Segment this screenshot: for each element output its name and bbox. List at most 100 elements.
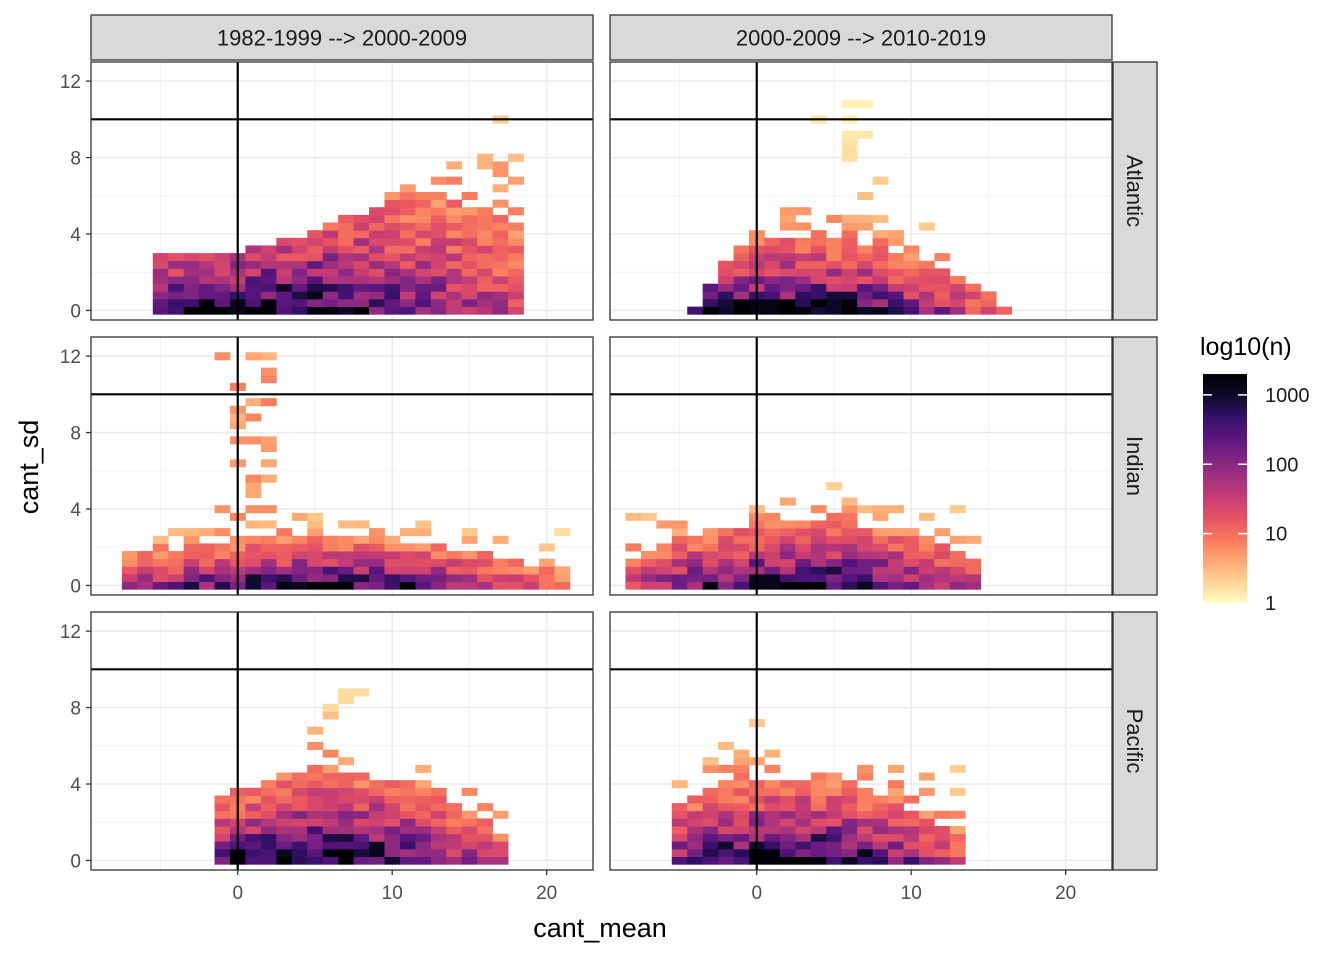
heatmap-tile xyxy=(245,505,262,514)
heatmap-tile xyxy=(764,520,781,529)
heatmap-tile xyxy=(949,764,966,773)
heatmap-tile xyxy=(779,787,796,796)
heatmap-tile xyxy=(492,581,509,590)
x-tick-label: 20 xyxy=(536,883,557,904)
heatmap-tile xyxy=(214,848,231,858)
heatmap-tile xyxy=(260,436,277,445)
heatmap-tile xyxy=(872,841,889,850)
heatmap-tile xyxy=(260,245,277,254)
heatmap-tile xyxy=(671,566,688,575)
heatmap-tile xyxy=(671,780,688,789)
heatmap-tile xyxy=(477,161,493,170)
heatmap-tile xyxy=(872,237,889,246)
heatmap-tile xyxy=(492,841,509,850)
heatmap-tile xyxy=(338,558,354,567)
heatmap-tile xyxy=(276,581,293,590)
heatmap-tile xyxy=(841,214,858,223)
heatmap-tile xyxy=(764,528,781,537)
heatmap-tile xyxy=(415,795,432,804)
heatmap-tile xyxy=(353,283,370,292)
heatmap-tile xyxy=(199,581,215,590)
heatmap-tile xyxy=(779,253,796,262)
heatmap-tile xyxy=(415,276,432,285)
heatmap-tile xyxy=(322,573,339,583)
heatmap-tile xyxy=(492,566,509,575)
heatmap-tile xyxy=(276,551,293,560)
heatmap-tile xyxy=(764,535,781,544)
heatmap-tile xyxy=(872,535,889,544)
heatmap-tile xyxy=(888,260,904,269)
heatmap-tile xyxy=(826,780,843,789)
heatmap-tile xyxy=(399,848,416,858)
heatmap-tile xyxy=(322,772,339,781)
heatmap-tile xyxy=(446,237,463,246)
heatmap-tile xyxy=(152,581,169,590)
heatmap-tile xyxy=(199,298,215,308)
panel-atlantic-col1 xyxy=(90,61,594,321)
heatmap-tile xyxy=(183,566,200,575)
row-strip xyxy=(1112,61,1158,321)
heatmap-tile xyxy=(872,558,889,567)
heatmap-tile xyxy=(795,795,812,804)
heatmap-tile xyxy=(492,810,509,819)
heatmap-tile xyxy=(934,528,951,537)
heatmap-tile xyxy=(810,787,827,796)
heatmap-tile xyxy=(857,535,873,544)
heatmap-tile xyxy=(477,803,493,812)
heatmap-tile xyxy=(430,810,447,819)
heatmap-tile xyxy=(826,512,843,521)
heatmap-tile xyxy=(841,497,858,506)
heatmap-tile xyxy=(152,268,169,277)
heatmap-tile xyxy=(353,833,370,842)
heatmap-tile xyxy=(322,558,339,567)
heatmap-tile xyxy=(338,757,354,766)
heatmap-tile xyxy=(338,772,354,781)
heatmap-tile xyxy=(795,566,812,575)
heatmap-tile xyxy=(245,413,262,422)
heatmap-tile xyxy=(399,260,416,269)
heatmap-tile xyxy=(687,833,704,842)
heatmap-tile xyxy=(718,764,734,773)
heatmap-tile xyxy=(918,787,935,796)
heatmap-tile xyxy=(384,230,401,239)
heatmap-tile xyxy=(369,833,385,842)
heatmap-tile xyxy=(446,551,463,560)
heatmap-tile xyxy=(353,848,370,858)
heatmap-tile xyxy=(245,841,262,850)
heatmap-tile xyxy=(461,268,478,277)
heatmap-tile xyxy=(291,276,308,285)
heatmap-tile xyxy=(826,856,843,865)
heatmap-tile xyxy=(764,826,781,835)
heatmap-tile xyxy=(810,543,827,552)
heatmap-tile xyxy=(733,276,750,285)
heatmap-tile xyxy=(415,207,432,216)
heatmap-tile xyxy=(888,856,904,865)
heatmap-tile xyxy=(260,581,277,590)
heatmap-tile xyxy=(508,153,524,162)
heatmap-tile xyxy=(276,276,293,285)
heatmap-tile xyxy=(671,833,688,842)
heatmap-tile xyxy=(733,826,750,835)
heatmap-tile xyxy=(276,848,293,858)
heatmap-tile xyxy=(430,818,447,827)
heatmap-tile xyxy=(733,810,750,819)
heatmap-tile xyxy=(656,520,673,529)
heatmap-tile xyxy=(477,222,493,231)
heatmap-tile xyxy=(492,214,509,223)
heatmap-tile xyxy=(214,856,231,865)
heatmap-tile xyxy=(260,841,277,850)
heatmap-tile xyxy=(492,199,509,208)
heatmap-tile xyxy=(779,803,796,812)
heatmap-tile xyxy=(795,291,812,300)
heatmap-tile xyxy=(492,237,509,246)
heatmap-tile xyxy=(276,535,293,544)
heatmap-tile xyxy=(245,291,262,300)
heatmap-tile xyxy=(702,306,719,315)
heatmap-tile xyxy=(245,398,262,407)
heatmap-tile xyxy=(399,191,416,200)
heatmap-tile xyxy=(338,803,354,812)
heatmap-tile xyxy=(872,260,889,269)
heatmap-tile xyxy=(918,856,935,865)
y-tick-label: 12 xyxy=(60,347,81,368)
heatmap-tile xyxy=(137,566,154,575)
